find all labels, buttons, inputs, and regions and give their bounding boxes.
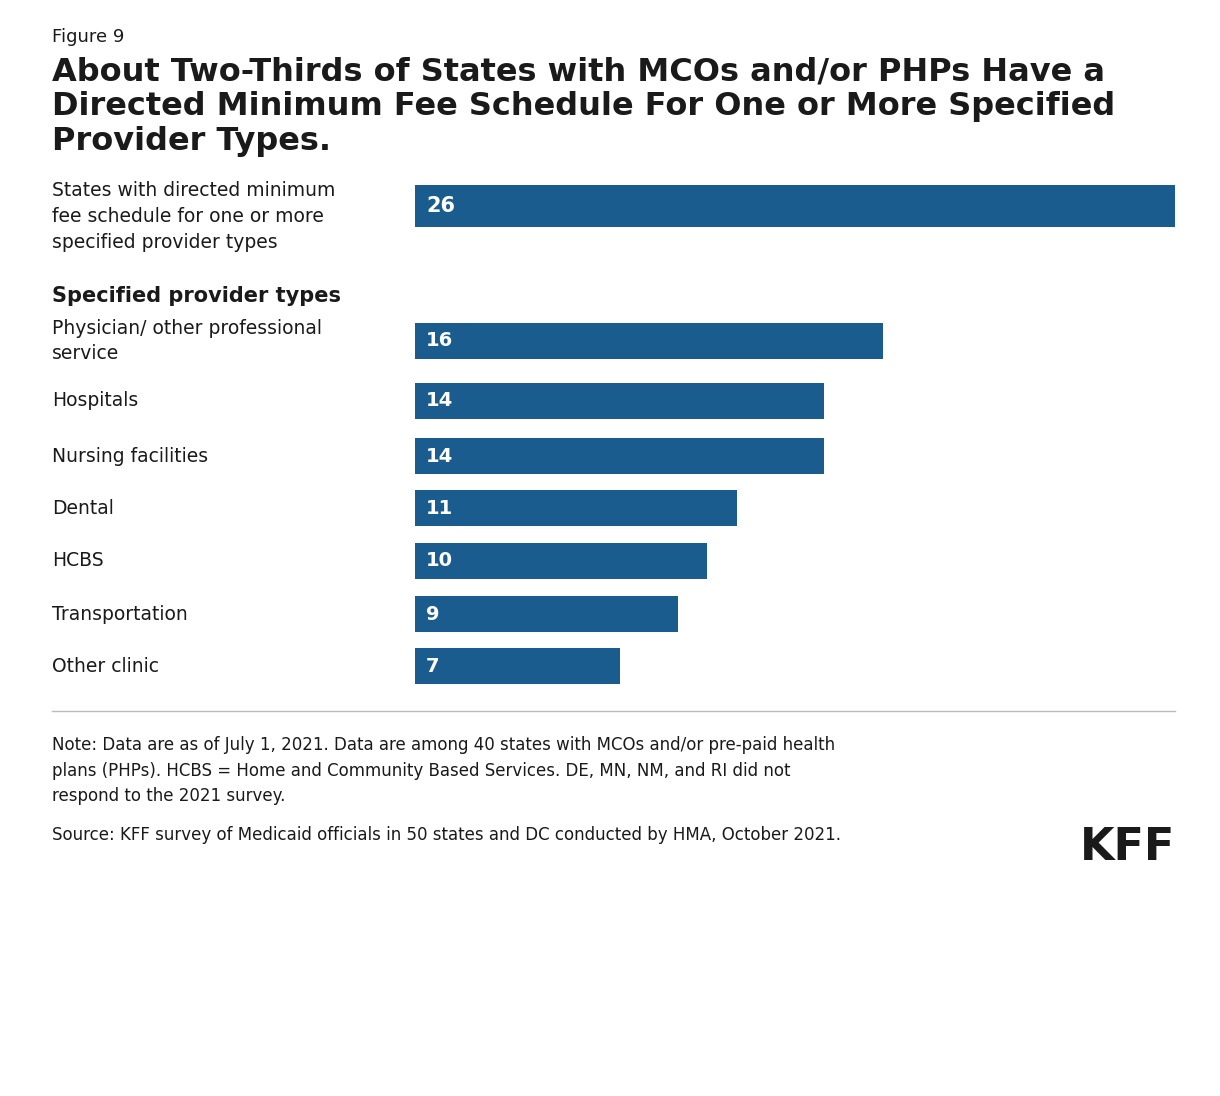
Text: Directed Minimum Fee Schedule For One or More Specified: Directed Minimum Fee Schedule For One or…	[52, 91, 1115, 122]
Text: KFF: KFF	[1080, 826, 1175, 869]
FancyBboxPatch shape	[415, 323, 883, 359]
FancyBboxPatch shape	[415, 543, 708, 579]
Text: Physician/ other professional
service: Physician/ other professional service	[52, 319, 322, 363]
Text: HCBS: HCBS	[52, 551, 104, 571]
Text: States with directed minimum
fee schedule for one or more
specified provider typ: States with directed minimum fee schedul…	[52, 181, 336, 251]
FancyBboxPatch shape	[415, 596, 678, 632]
Text: Figure 9: Figure 9	[52, 28, 124, 46]
Text: 26: 26	[426, 196, 455, 216]
Text: 16: 16	[426, 331, 454, 351]
Text: 14: 14	[426, 391, 454, 411]
FancyBboxPatch shape	[415, 490, 737, 526]
Text: 7: 7	[426, 657, 439, 675]
Text: 9: 9	[426, 605, 439, 624]
Text: Transportation: Transportation	[52, 605, 188, 624]
FancyBboxPatch shape	[415, 438, 825, 473]
Text: Other clinic: Other clinic	[52, 657, 159, 675]
Text: Specified provider types: Specified provider types	[52, 286, 342, 306]
Text: 11: 11	[426, 499, 454, 517]
Text: Note: Data are as of July 1, 2021. Data are among 40 states with MCOs and/or pre: Note: Data are as of July 1, 2021. Data …	[52, 737, 836, 806]
Text: Nursing facilities: Nursing facilities	[52, 446, 209, 466]
Text: Hospitals: Hospitals	[52, 391, 138, 411]
FancyBboxPatch shape	[415, 383, 825, 419]
Text: Dental: Dental	[52, 499, 113, 517]
Text: Provider Types.: Provider Types.	[52, 126, 331, 157]
Text: About Two-Thirds of States with MCOs and/or PHPs Have a: About Two-Thirds of States with MCOs and…	[52, 56, 1105, 87]
Text: 14: 14	[426, 446, 454, 466]
FancyBboxPatch shape	[415, 185, 1175, 227]
Text: Source: KFF survey of Medicaid officials in 50 states and DC conducted by HMA, O: Source: KFF survey of Medicaid officials…	[52, 826, 841, 844]
FancyBboxPatch shape	[415, 648, 620, 684]
Text: 10: 10	[426, 551, 453, 571]
